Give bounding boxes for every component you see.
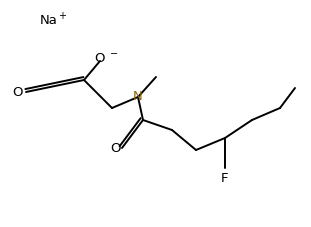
Text: N: N [133, 91, 143, 104]
Text: O: O [111, 141, 121, 155]
Text: O: O [95, 52, 105, 64]
Text: Na: Na [40, 14, 58, 27]
Text: −: − [110, 49, 118, 59]
Text: +: + [58, 11, 66, 21]
Text: O: O [13, 86, 23, 99]
Text: F: F [221, 172, 229, 185]
